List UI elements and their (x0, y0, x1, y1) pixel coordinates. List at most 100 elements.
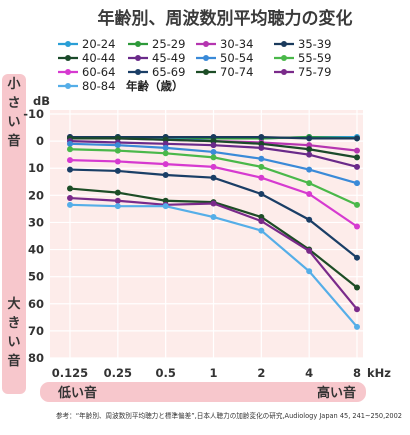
y-tick-label: 20 (28, 188, 44, 202)
data-point (114, 189, 121, 196)
data-point (354, 201, 360, 208)
data-point (306, 166, 313, 173)
data-point (306, 151, 313, 158)
legend-label: 35-39 (298, 37, 331, 51)
series-55-59 (67, 146, 360, 208)
data-point (354, 135, 360, 142)
legend-marker (203, 41, 209, 47)
data-point (354, 254, 360, 261)
data-point (258, 174, 265, 181)
legend-marker (65, 69, 71, 75)
data-point (258, 218, 265, 225)
data-point (258, 155, 265, 162)
data-point (210, 200, 217, 207)
y-tick-label: 80 (28, 351, 44, 365)
data-point (306, 216, 313, 223)
legend-item: 30-34 (196, 37, 253, 51)
left-band-top-label: 小さい音 (7, 77, 20, 149)
legend-label: 70-74 (220, 65, 253, 79)
legend-item: 35-39 (274, 37, 331, 51)
data-point (306, 146, 313, 153)
left-band-bottom-label: 大きい音 (7, 296, 20, 369)
y-axis: -10 0 10 20 30 40 50 60 70 80 (23, 107, 44, 365)
series-80-84 (67, 201, 360, 330)
data-point (354, 284, 360, 291)
y-tick-label: 70 (28, 324, 44, 338)
legend-marker (203, 69, 209, 75)
data-point (114, 147, 121, 154)
data-point (210, 163, 217, 170)
legend-label: 80-84 (82, 79, 115, 93)
data-point (354, 163, 360, 170)
data-point (258, 163, 265, 170)
bottom-band-right-label: 高い音 (317, 385, 356, 401)
legend-marker (135, 41, 141, 47)
data-point (162, 203, 169, 210)
data-point (210, 142, 217, 149)
data-point (114, 167, 121, 174)
y-tick-label: 0 (36, 134, 44, 148)
data-point (306, 247, 313, 254)
legend-marker (281, 69, 287, 75)
legend-label: 65-69 (152, 65, 185, 79)
y-tick-label: 50 (28, 270, 44, 284)
legend-label: 60-64 (82, 65, 115, 79)
data-point (114, 203, 121, 210)
data-point (162, 144, 169, 151)
legend-label: 55-59 (298, 51, 331, 65)
source-note: 参考：“年齢別、周波数別平均聴力と標準偏差”,日本人聴力の加齢変化の研究,Aud… (56, 411, 402, 420)
data-point (210, 148, 217, 155)
data-point (210, 214, 217, 221)
legend-marker (65, 83, 71, 89)
legend-marker (135, 69, 141, 75)
legend-item: 80-84 (58, 79, 115, 93)
data-point (354, 180, 360, 187)
legend-label: 20-24 (82, 37, 115, 51)
data-point (67, 146, 73, 153)
legend-marker (281, 41, 287, 47)
data-point (306, 268, 313, 275)
y-tick-label: 40 (28, 243, 44, 257)
data-point (258, 190, 265, 197)
bottom-band-left-label: 低い音 (57, 385, 97, 401)
legend-marker (135, 55, 141, 61)
data-point (114, 197, 121, 204)
legend-marker (65, 55, 71, 61)
legend-item: 50-54 (196, 51, 253, 65)
legend-label: 25-29 (152, 37, 185, 51)
legend-item: 40-44 (58, 51, 115, 65)
series-65-69 (67, 166, 360, 261)
legend-marker (65, 41, 71, 47)
x-axis: 0.125 0.25 0.5 1 2 4 8 (52, 366, 361, 380)
y-tick-label: 60 (28, 297, 44, 311)
legend-item: 45-49 (128, 51, 185, 65)
data-point (210, 154, 217, 161)
bottom-band (40, 382, 366, 402)
data-point (67, 195, 73, 202)
data-point (67, 166, 73, 173)
chart-title: 年齢別、周波数別平均聴力の変化 (98, 8, 353, 29)
legend-item: 65-69 (128, 65, 185, 79)
legend-item: 55-59 (274, 51, 331, 65)
data-point (67, 185, 73, 192)
x-tick-label: 8 (353, 366, 361, 380)
x-tick-label: 1 (209, 366, 217, 380)
legend-item: 20-24 (58, 37, 115, 51)
x-unit-label: kHz (367, 366, 391, 380)
legend-item: 60-64 (58, 65, 115, 79)
x-tick-label: 0.25 (104, 366, 132, 380)
y-tick-label: -10 (23, 107, 44, 121)
legend-item: 75-79 (274, 65, 331, 79)
data-point (258, 227, 265, 234)
data-point (210, 174, 217, 181)
data-point (354, 323, 360, 330)
y-tick-label: 10 (28, 161, 44, 175)
legend-label: 50-54 (220, 51, 253, 65)
x-tick-label: 0.5 (155, 366, 175, 380)
legend-unit-label: 年齢（歳） (126, 79, 184, 93)
data-point (162, 172, 169, 178)
x-tick-label: 0.125 (52, 366, 88, 380)
data-point (354, 147, 360, 154)
data-point (354, 306, 360, 313)
data-point (306, 190, 313, 197)
